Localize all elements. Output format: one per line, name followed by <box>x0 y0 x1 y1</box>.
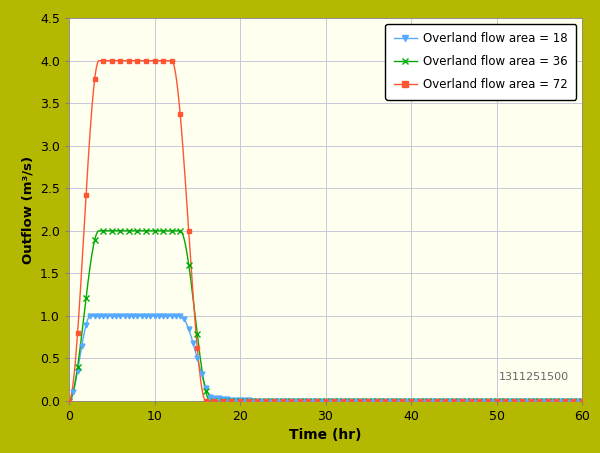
Y-axis label: Outflow (m³/s): Outflow (m³/s) <box>22 155 34 264</box>
Text: 1311251500: 1311251500 <box>499 372 569 382</box>
Legend: Overland flow area = 18, Overland flow area = 36, Overland flow area = 72: Overland flow area = 18, Overland flow a… <box>385 24 576 100</box>
X-axis label: Time (hr): Time (hr) <box>289 429 362 443</box>
